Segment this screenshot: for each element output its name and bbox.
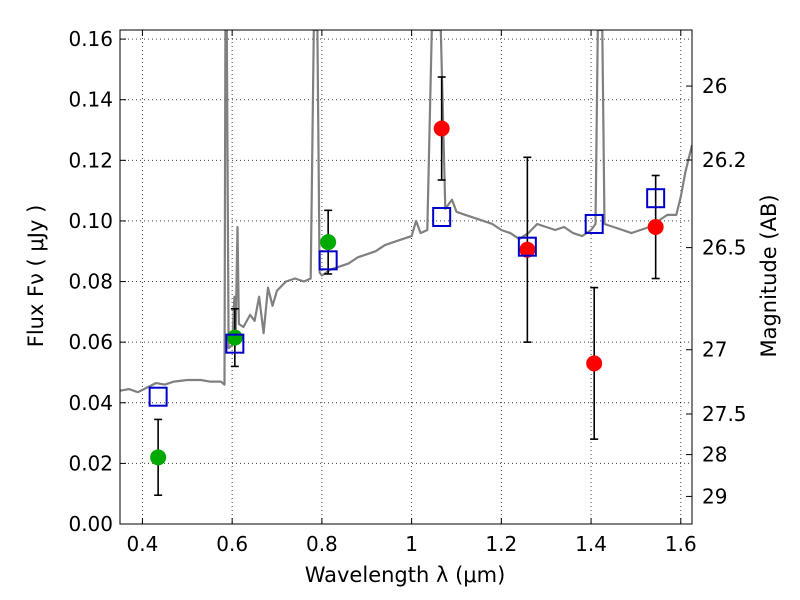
model-square bbox=[584, 213, 604, 234]
y-axis-label: Flux Fν ( μJy ) bbox=[24, 205, 48, 348]
curve-layer bbox=[120, 30, 692, 394]
y-tick-label: 0.04 bbox=[68, 391, 113, 415]
model-square bbox=[318, 250, 338, 271]
y-tick-label: 0.00 bbox=[68, 512, 113, 536]
green-point bbox=[226, 329, 243, 346]
y-tick-label: 0.16 bbox=[68, 27, 113, 51]
x-tick-label: 0.4 bbox=[127, 532, 159, 556]
mag-tick-label: 29 bbox=[702, 484, 727, 508]
x-axis-label: Wavelength λ (μm) bbox=[305, 563, 506, 587]
mag-tick-label: 26 bbox=[702, 74, 727, 98]
y2-axis-label: Magnitude (AB) bbox=[757, 194, 781, 357]
y-tick-label: 0.10 bbox=[68, 209, 113, 233]
grid-layer bbox=[120, 30, 692, 525]
plot-frame bbox=[119, 29, 693, 525]
red-point bbox=[586, 355, 603, 372]
mag-tick-label: 27.5 bbox=[702, 402, 747, 426]
x-tick-label: 0.8 bbox=[306, 532, 338, 556]
y-tick-label: 0.06 bbox=[68, 330, 113, 354]
mag-tick-label: 27 bbox=[702, 338, 727, 362]
marks-layer bbox=[148, 76, 666, 497]
y-tick-label: 0.02 bbox=[68, 451, 113, 475]
x-tick-label: 1 bbox=[405, 532, 418, 556]
sed-curve bbox=[120, 30, 692, 394]
red-point bbox=[647, 218, 664, 235]
y-tick-label: 0.14 bbox=[68, 88, 113, 112]
y-tick-label: 0.12 bbox=[68, 148, 113, 172]
x-tick-label: 0.6 bbox=[216, 532, 248, 556]
mag-tick-label: 28 bbox=[702, 443, 727, 467]
model-square bbox=[225, 333, 245, 354]
x-tick-label: 1.2 bbox=[485, 532, 517, 556]
model-square bbox=[148, 386, 168, 407]
red-point bbox=[519, 241, 536, 258]
model-square bbox=[646, 188, 666, 209]
x-tick-label: 1.4 bbox=[575, 532, 607, 556]
mag-tick-label: 26.5 bbox=[702, 236, 747, 260]
green-point bbox=[150, 449, 167, 466]
axes-layer: 0.4 0.6 0.8 1 1.2 1.4 1.6 0.00 0.02 0.04 0.06 0.08 0… bbox=[68, 27, 746, 556]
x-tick-label: 1.6 bbox=[665, 532, 697, 556]
green-point bbox=[320, 234, 337, 251]
y-tick-label: 0.08 bbox=[68, 270, 113, 294]
model-square bbox=[517, 236, 537, 257]
mag-tick-label: 26.2 bbox=[702, 148, 747, 172]
red-point bbox=[433, 120, 450, 137]
model-square bbox=[432, 206, 452, 227]
